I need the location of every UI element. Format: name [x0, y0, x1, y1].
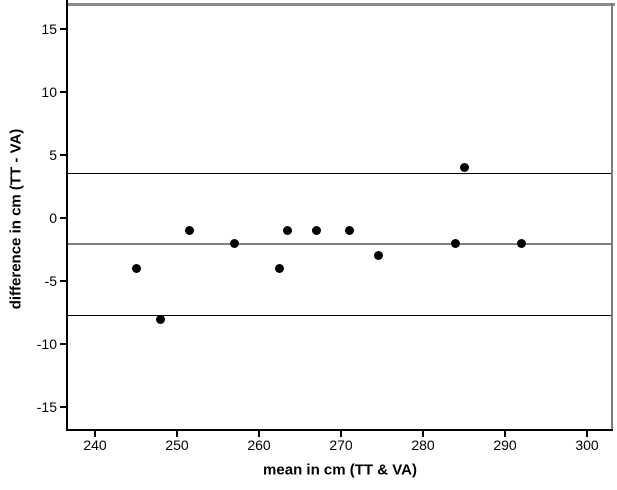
data-point	[312, 226, 321, 235]
y-tick-label: -5	[44, 273, 57, 289]
data-point	[156, 315, 165, 324]
x-tick-label: 250	[165, 437, 189, 453]
data-point	[345, 226, 354, 235]
y-axis-title: difference in cm (TT - VA)	[7, 128, 25, 310]
data-point	[185, 226, 194, 235]
y-tick-label: 5	[49, 147, 57, 163]
x-tick-label: 290	[493, 437, 517, 453]
x-tick-label: 270	[329, 437, 353, 453]
data-point	[132, 264, 141, 273]
x-tick-mark	[340, 431, 342, 437]
y-tick-mark	[60, 343, 67, 345]
x-axis-line	[66, 429, 613, 431]
y-tick-label: -10	[36, 336, 57, 352]
data-point	[230, 239, 239, 248]
data-point	[451, 239, 460, 248]
x-tick-label: 300	[575, 437, 599, 453]
data-point	[275, 264, 284, 273]
x-tick-label: 280	[411, 437, 435, 453]
x-tick-label: 240	[83, 437, 107, 453]
mean-line	[68, 243, 611, 245]
plot-frame-right	[611, 3, 613, 431]
y-tick-label: 10	[41, 84, 57, 100]
y-tick-mark	[60, 406, 67, 408]
y-tick-mark	[60, 91, 67, 93]
y-tick-mark	[60, 154, 67, 156]
data-point	[517, 239, 526, 248]
y-tick-label: -15	[36, 399, 57, 415]
data-point	[374, 251, 383, 260]
x-tick-mark	[586, 431, 588, 437]
y-axis-line	[66, 0, 68, 431]
x-tick-label: 260	[247, 437, 271, 453]
plot-frame-top	[67, 3, 615, 6]
plot-canvas	[68, 5, 611, 430]
upper-loa-line	[68, 173, 611, 174]
y-tick-mark	[60, 28, 67, 30]
y-tick-label: 0	[49, 210, 57, 226]
y-tick-mark	[60, 280, 67, 282]
x-tick-mark	[94, 431, 96, 437]
x-tick-mark	[176, 431, 178, 437]
x-tick-mark	[258, 431, 260, 437]
data-point	[460, 163, 469, 172]
lower-loa-line	[68, 315, 611, 316]
x-tick-mark	[422, 431, 424, 437]
y-tick-label: 15	[41, 21, 57, 37]
y-tick-mark	[60, 217, 67, 219]
x-tick-mark	[504, 431, 506, 437]
x-axis-title: mean in cm (TT & VA)	[263, 461, 417, 479]
data-point	[283, 226, 292, 235]
